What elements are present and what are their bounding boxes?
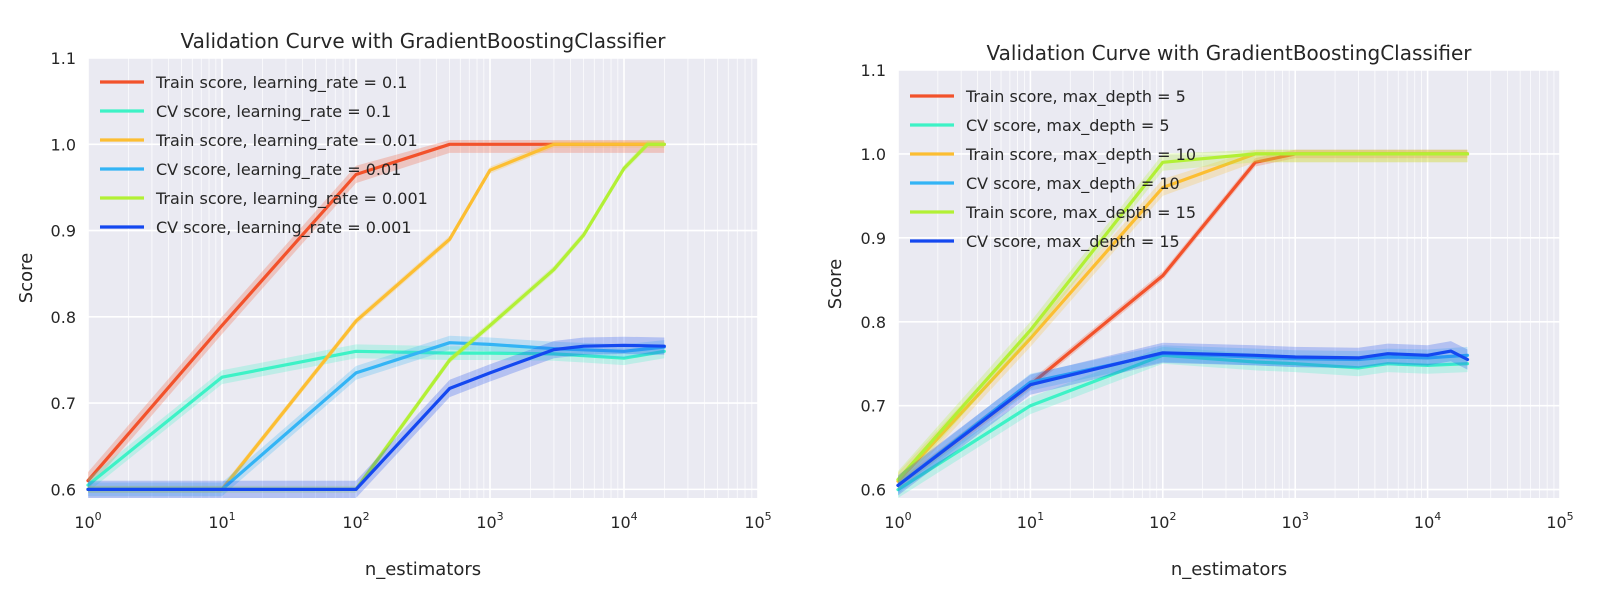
chart-title: Validation Curve with GradientBoostingCl… [987,41,1473,65]
y-tick-label: 0.8 [51,308,76,327]
x-tick-exponent: 3 [1302,510,1309,523]
x-tick-exponent: 3 [497,510,504,523]
x-tick-exponent: 2 [1169,510,1176,523]
x-tick-exponent: 0 [95,510,102,523]
y-tick-label: 1.0 [861,145,886,164]
plot-area [88,58,758,498]
x-tick-base: 10 [1546,513,1566,532]
y-tick-label: 0.9 [861,229,886,248]
legend-label: CV score, learning_rate = 0.1 [156,102,391,122]
x-tick-exponent: 5 [1567,510,1574,523]
x-tick-label: 105 [744,510,771,532]
series-line [896,152,1470,482]
x-tick-exponent: 1 [1037,510,1044,523]
x-tick-label: 102 [342,510,369,532]
legend-label: Train score, learning_rate = 0.1 [155,73,407,93]
x-tick-label: 104 [610,510,637,532]
x-tick-label: 102 [1149,510,1176,532]
y-tick-label: 1.1 [861,61,886,80]
chart-title: Validation Curve with GradientBoostingCl… [181,29,667,53]
x-tick-label: 101 [208,510,235,532]
x-tick-exponent: 5 [765,510,772,523]
legend-label: CV score, learning_rate = 0.001 [156,218,412,238]
legend-label: CV score, max_depth = 5 [966,116,1170,136]
x-tick-base: 10 [1282,513,1302,532]
x-tick-base: 10 [884,513,904,532]
legend-label: Train score, learning_rate = 0.01 [155,131,418,151]
y-tick-label: 0.6 [861,481,886,500]
y-tick-label: 0.6 [51,480,76,499]
y-tick-label: 0.8 [861,313,886,332]
x-tick-label: 100 [884,510,911,532]
y-axis-label: Score [825,259,846,309]
series-group [896,149,1470,498]
x-axis-label: n_estimators [365,559,481,580]
x-tick-base: 10 [208,513,228,532]
x-tick-base: 10 [74,513,94,532]
legend-label: CV score, max_depth = 10 [966,174,1180,194]
legend-label: Train score, max_depth = 15 [965,203,1196,223]
x-tick-base: 10 [476,513,496,532]
series-line [896,353,1470,492]
series-confidence-band [898,346,1468,498]
legend-label: Train score, max_depth = 10 [965,145,1196,165]
y-tick-label: 1.0 [51,135,76,154]
x-tick-base: 10 [1149,513,1169,532]
legend-label: Train score, max_depth = 5 [965,87,1186,107]
series-line [896,349,1470,487]
series-confidence-band [88,344,665,492]
x-tick-exponent: 2 [363,510,370,523]
x-tick-label: 105 [1546,510,1573,532]
series-confidence-band [898,341,1468,496]
x-tick-base: 10 [610,513,630,532]
series-line [86,142,666,491]
x-tick-exponent: 4 [631,510,638,523]
plot-area [898,70,1560,498]
x-tick-label: 103 [1282,510,1309,532]
y-axis-label: Score [16,253,37,303]
legend: Train score, max_depth = 5 CV score, max_… [910,87,1196,252]
x-tick-label: 101 [1017,510,1044,532]
series-group [86,140,666,498]
legend-label: CV score, learning_rate = 0.01 [156,160,401,180]
x-axis-label: n_estimators [1171,559,1287,580]
y-tick-label: 1.1 [51,49,76,68]
x-tick-exponent: 0 [905,510,912,523]
x-tick-exponent: 1 [229,510,236,523]
x-tick-base: 10 [1414,513,1434,532]
x-tick-label: 100 [74,510,101,532]
grid [897,69,1561,498]
x-tick-label: 103 [476,510,503,532]
series-line [86,343,666,491]
legend: Train score, learning_rate = 0.1 CV score… [100,73,428,238]
series-line [86,349,666,487]
grid [87,57,759,498]
x-tick-exponent: 4 [1434,510,1441,523]
x-tick-label: 104 [1414,510,1441,532]
x-tick-base: 10 [342,513,362,532]
legend-label: CV score, max_depth = 15 [966,232,1180,252]
x-tick-base: 10 [744,513,764,532]
y-tick-label: 0.7 [51,394,76,413]
legend-label: Train score, learning_rate = 0.001 [155,189,428,209]
x-tick-base: 10 [1017,513,1037,532]
y-tick-label: 0.7 [861,397,886,416]
y-tick-label: 0.9 [51,222,76,241]
